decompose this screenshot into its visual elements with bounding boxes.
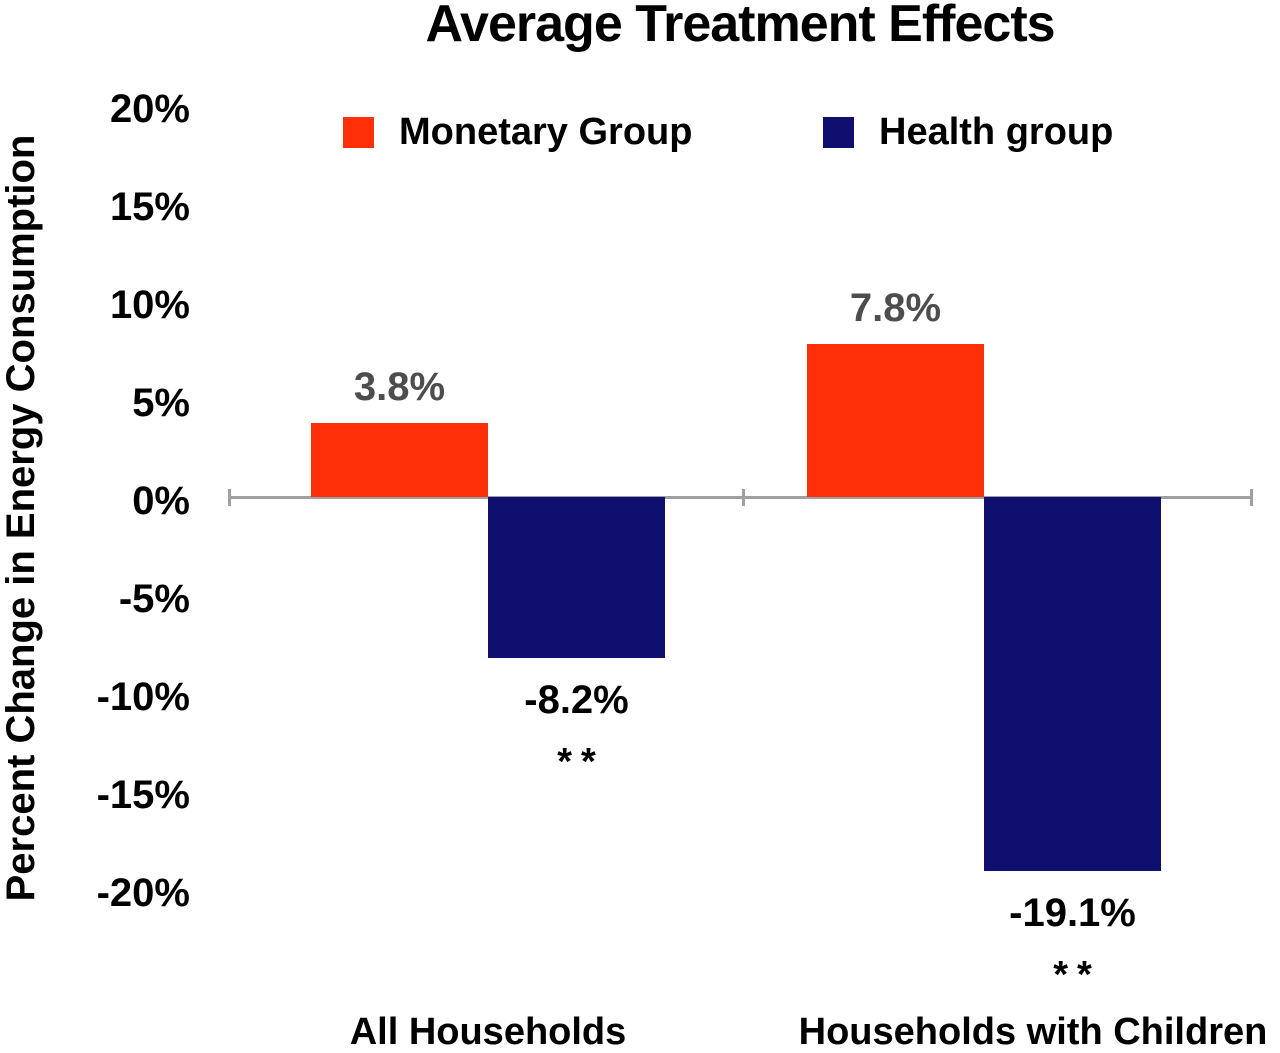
- axis-tick-right: [1250, 489, 1253, 506]
- bar-health-group-households-with-children: [984, 497, 1161, 872]
- significance-marker-health-group-all-households: **: [557, 740, 605, 783]
- axis-tick-middle: [742, 489, 745, 506]
- category-label-households-with-children: Households with Children: [798, 1011, 1268, 1053]
- health-group-swatch-icon: [823, 117, 854, 148]
- y-tick-label: 10%: [109, 283, 190, 327]
- y-tick-label: -10%: [96, 675, 190, 719]
- bar-value-label-monetary-group-households-with-children: 7.8%: [849, 286, 942, 331]
- bar-value-label-health-group-all-households: -8.2%: [524, 677, 629, 722]
- monetary-group-swatch-icon: [343, 117, 374, 148]
- y-tick-label: 5%: [132, 381, 190, 425]
- legend-item-health-group: Health group: [823, 110, 1113, 155]
- significance-marker-health-group-households-with-children: **: [1053, 954, 1101, 997]
- legend-label-monetary-group: Monetary Group: [399, 111, 693, 153]
- y-tick-label: 0%: [132, 479, 190, 523]
- chart-title: Average Treatment Effects: [425, 0, 1055, 53]
- y-tick-label: 20%: [109, 87, 190, 131]
- y-tick-label: -20%: [96, 871, 190, 915]
- y-tick-label: 15%: [109, 185, 190, 229]
- bar-value-label-health-group-households-with-children: -19.1%: [1009, 891, 1136, 936]
- category-label-all-households: All Households: [349, 1011, 627, 1053]
- legend-item-monetary-group: Monetary Group: [343, 110, 692, 155]
- y-tick-label: -5%: [118, 577, 190, 621]
- bar-value-label-monetary-group-all-households: 3.8%: [353, 364, 446, 409]
- y-tick-label: -15%: [96, 773, 190, 817]
- bar-monetary-group-all-households: [311, 422, 488, 497]
- bar-health-group-all-households: [488, 497, 665, 658]
- bar-monetary-group-households-with-children: [807, 344, 984, 497]
- legend-label-health-group: Health group: [879, 111, 1114, 153]
- axis-tick-left: [228, 489, 231, 506]
- zero-axis-line: [230, 496, 1253, 499]
